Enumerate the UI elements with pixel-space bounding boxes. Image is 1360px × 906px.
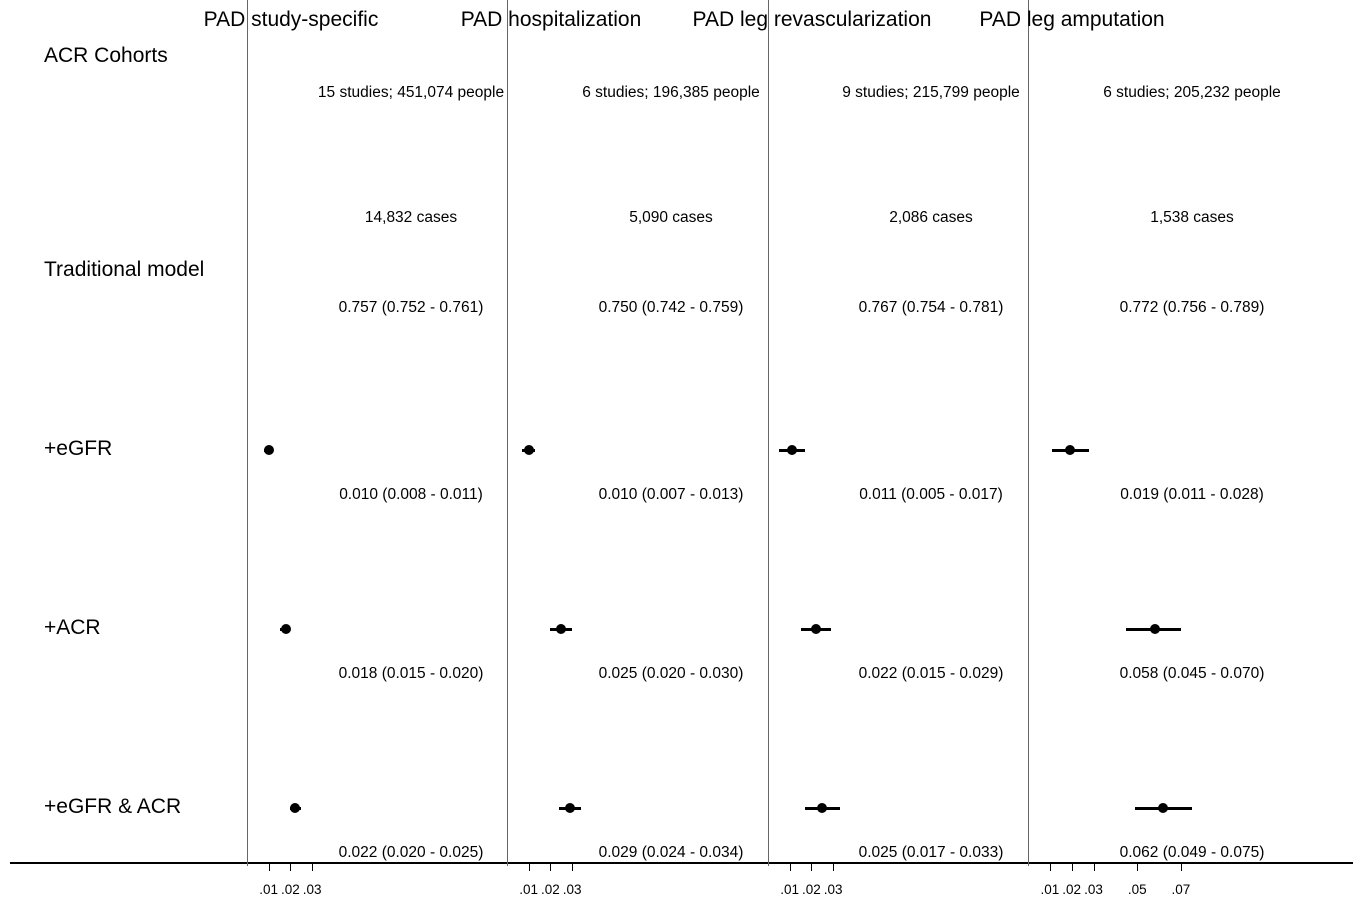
x-tick-label-amputation-0: .01 — [1040, 882, 1060, 897]
x-tick-hospitalization-1 — [550, 863, 552, 871]
x-tick-hospitalization-2 — [572, 863, 574, 871]
studies-label-amputation: 6 studies; 205,232 people — [1103, 84, 1281, 101]
studies-label-revascularization: 9 studies; 215,799 people — [842, 84, 1020, 101]
x-tick-revascularization-2 — [833, 863, 835, 871]
x-tick-amputation-0 — [1049, 863, 1051, 871]
x-tick-amputation-2 — [1093, 863, 1095, 871]
row-label-acr-cohorts: ACR Cohorts — [44, 44, 168, 67]
cases-label-study-specific: 14,832 cases — [364, 209, 458, 226]
x-tick-label-amputation-3: .05 — [1127, 882, 1147, 897]
x-tick-revascularization-0 — [789, 863, 791, 871]
x-tick-label-study-specific-1: .02 — [281, 882, 300, 897]
x-tick-study-specific-0 — [268, 863, 270, 871]
point-estimate-amputation-0 — [1064, 445, 1075, 455]
panel-divider-amputation — [1028, 0, 1029, 866]
estimate-label-study-specific-0: 0.010 (0.008 - 0.011) — [339, 486, 483, 503]
point-estimate-revascularization-1 — [810, 624, 821, 634]
x-tick-label-amputation-1: .02 — [1062, 882, 1082, 897]
cases-label-hospitalization: 5,090 cases — [629, 209, 713, 226]
estimate-label-revascularization-1: 0.022 (0.015 - 0.029) — [858, 665, 1004, 682]
x-tick-hospitalization-0 — [528, 863, 530, 871]
point-estimate-hospitalization-2 — [564, 803, 575, 813]
panel-title-study-specific: PAD study-specific — [203, 8, 379, 31]
panel-title-hospitalization: PAD hospitalization — [460, 8, 642, 31]
panel-title-revascularization: PAD leg revascularization — [692, 8, 932, 31]
panel-title-amputation: PAD leg amputation — [979, 8, 1165, 31]
x-tick-label-revascularization-2: .03 — [823, 882, 843, 897]
point-estimate-revascularization-2 — [817, 803, 828, 813]
estimate-label-hospitalization-0: 0.010 (0.007 - 0.013) — [598, 486, 744, 503]
estimate-label-study-specific-2: 0.022 (0.020 - 0.025) — [338, 844, 484, 861]
estimate-label-revascularization-2: 0.025 (0.017 - 0.033) — [858, 844, 1004, 861]
point-estimate-revascularization-0 — [786, 445, 797, 455]
point-estimate-hospitalization-0 — [523, 445, 534, 455]
x-tick-study-specific-1 — [290, 863, 292, 871]
point-estimate-amputation-2 — [1158, 803, 1169, 813]
estimate-label-amputation-2: 0.062 (0.049 - 0.075) — [1119, 844, 1265, 861]
traditional-cstat-hospitalization: 0.750 (0.742 - 0.759) — [598, 299, 744, 316]
x-tick-label-hospitalization-0: .01 — [519, 882, 539, 897]
row-label-egfr-and-acr: +eGFR & ACR — [44, 795, 182, 818]
panel-divider-study-specific — [247, 0, 248, 866]
x-tick-label-study-specific-0: .01 — [259, 882, 279, 897]
traditional-cstat-study-specific: 0.757 (0.752 - 0.761) — [338, 299, 484, 316]
x-tick-amputation-1 — [1071, 863, 1073, 871]
studies-label-study-specific: 15 studies; 451,074 people — [317, 84, 505, 101]
x-tick-label-study-specific-2: .03 — [302, 882, 322, 897]
row-label-traditional-model: Traditional model — [44, 258, 205, 281]
estimate-label-study-specific-1: 0.018 (0.015 - 0.020) — [338, 665, 484, 682]
x-tick-revascularization-1 — [811, 863, 813, 871]
row-label-acr: +ACR — [44, 616, 101, 639]
x-tick-study-specific-2 — [312, 863, 314, 871]
x-axis — [10, 862, 1353, 864]
x-tick-label-hospitalization-2: .03 — [562, 882, 582, 897]
cases-label-amputation: 1,538 cases — [1150, 209, 1234, 226]
studies-label-hospitalization: 6 studies; 196,385 people — [582, 84, 760, 101]
x-tick-label-amputation-4: .07 — [1171, 882, 1191, 897]
x-tick-amputation-4 — [1180, 863, 1182, 871]
point-estimate-study-specific-1 — [281, 624, 292, 634]
point-estimate-amputation-1 — [1149, 624, 1160, 634]
cases-label-revascularization: 2,086 cases — [889, 209, 973, 226]
x-tick-amputation-3 — [1137, 863, 1139, 871]
panel-divider-hospitalization — [507, 0, 508, 866]
x-tick-label-revascularization-0: .01 — [780, 882, 800, 897]
point-estimate-study-specific-0 — [263, 445, 274, 455]
traditional-cstat-amputation: 0.772 (0.756 - 0.789) — [1119, 299, 1265, 316]
panel-divider-revascularization — [768, 0, 769, 866]
point-estimate-hospitalization-1 — [556, 624, 567, 634]
traditional-cstat-revascularization: 0.767 (0.754 - 0.781) — [858, 299, 1004, 316]
point-estimate-study-specific-2 — [289, 803, 300, 813]
estimate-label-hospitalization-1: 0.025 (0.020 - 0.030) — [598, 665, 744, 682]
row-label-egfr: +eGFR — [44, 437, 113, 460]
estimate-label-amputation-1: 0.058 (0.045 - 0.070) — [1119, 665, 1265, 682]
x-tick-label-hospitalization-1: .02 — [541, 882, 560, 897]
x-tick-label-revascularization-1: .02 — [802, 882, 821, 897]
estimate-label-amputation-0: 0.019 (0.011 - 0.028) — [1120, 486, 1264, 503]
x-tick-label-amputation-2: .03 — [1084, 882, 1103, 897]
estimate-label-revascularization-0: 0.011 (0.005 - 0.017) — [859, 486, 1003, 503]
estimate-label-hospitalization-2: 0.029 (0.024 - 0.034) — [598, 844, 744, 861]
